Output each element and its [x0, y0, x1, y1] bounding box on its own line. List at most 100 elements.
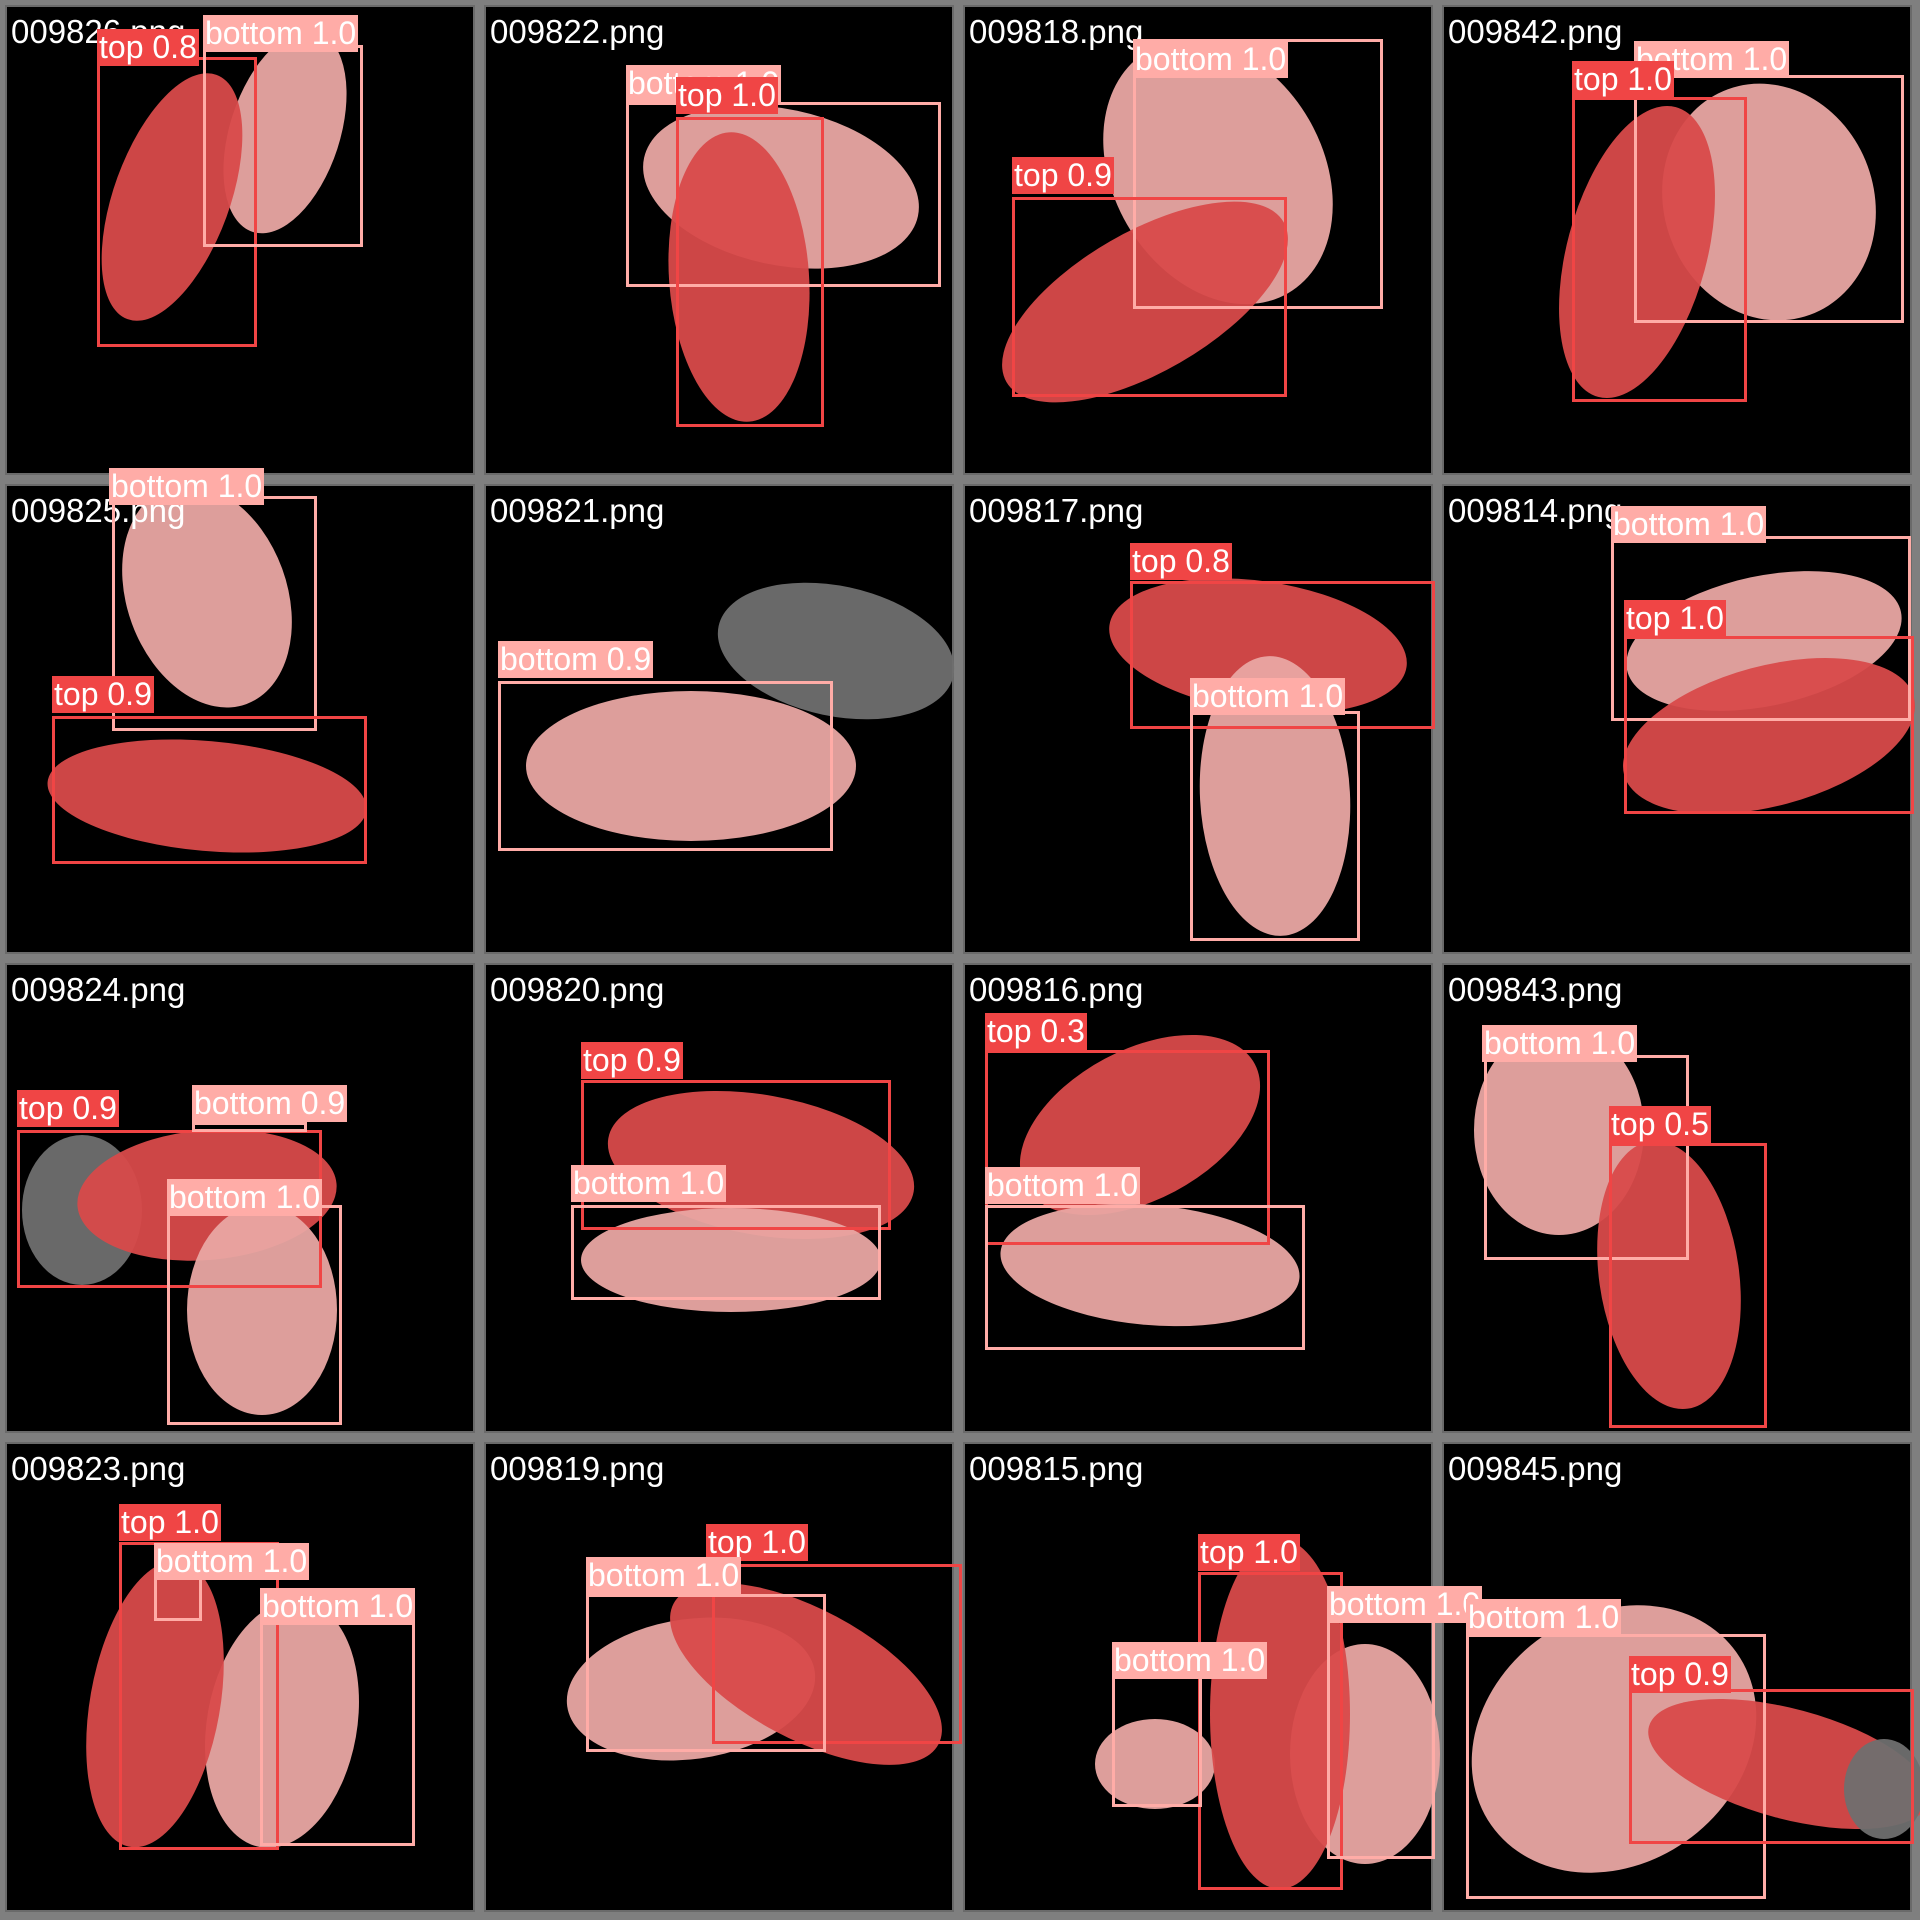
- bottom-detection-label: bottom 1.0: [167, 1179, 323, 1216]
- bottom-mouse-mask: [205, 1600, 359, 1848]
- bottom-bounding-box: [260, 1618, 415, 1846]
- bottom-bounding-box: [192, 1122, 307, 1132]
- top-detection-label: top 0.9: [52, 676, 154, 713]
- bottom-bounding-box: [167, 1205, 342, 1425]
- bottom-detection-label: bottom 1.0: [1611, 506, 1767, 543]
- top-mouse-mask: [47, 739, 367, 853]
- top-detection-label: top 0.8: [97, 29, 199, 66]
- bottom-bounding-box: [626, 102, 941, 287]
- segmentation-masks: [566, 1583, 942, 1765]
- image-tile: 009842.png bottom 1.0 top 1.0: [1442, 5, 1912, 475]
- top-bounding-box: [52, 716, 367, 864]
- top-bounding-box: [1609, 1143, 1767, 1428]
- segmentation-masks: [643, 105, 919, 422]
- image-tile: 009824.png top 0.9 bottom 0.9 bottom 1.0: [5, 963, 475, 1433]
- image-tile: 009821.png bottom 0.9: [484, 484, 955, 954]
- top-detection-label: top 0.9: [17, 1090, 119, 1127]
- image-tile: 009820.png top 0.9 bottom 1.0: [484, 963, 954, 1433]
- image-tile: 009825.png bottom 1.0 top 0.9: [5, 468, 475, 954]
- bottom-bounding-box: [203, 45, 363, 247]
- image-tile: 009843.png bottom 1.0 top 0.5: [1442, 963, 1912, 1433]
- top-detection-label: top 1.0: [119, 1504, 221, 1541]
- bottom-bounding-box: [586, 1594, 826, 1752]
- bottom-detection-label: bottom 1.0: [1466, 1599, 1622, 1636]
- top-detection-label: top 0.9: [1629, 1656, 1731, 1693]
- top-detection-label: top 1.0: [676, 77, 778, 114]
- bottom-detection-label: bottom 1.0: [109, 468, 265, 505]
- top-detection-label: top 0.3: [985, 1013, 1087, 1050]
- bottom-detection-label: bottom 0.9: [498, 641, 654, 678]
- top-mouse-mask: [101, 73, 243, 321]
- top-bounding-box: [1198, 1572, 1343, 1890]
- bottom-mouse-mask: [187, 1205, 337, 1415]
- top-detection-label: top 0.9: [1012, 157, 1114, 194]
- bottom-mouse-mask: [1000, 1203, 1300, 1327]
- bottom-detection-label: bottom 1.0: [1327, 1586, 1483, 1623]
- top-mouse-mask: [670, 1583, 942, 1765]
- top-mouse-mask: [1002, 201, 1288, 403]
- top-bounding-box: [1629, 1689, 1914, 1844]
- top-mouse-mask: [1622, 658, 1916, 814]
- bottom-mouse-mask: [122, 484, 292, 708]
- top-detection-label: top 0.9: [581, 1042, 683, 1079]
- bottom-detection-label: bottom 1.0: [1482, 1025, 1638, 1062]
- bottom-bounding-box: [571, 1205, 881, 1300]
- segmentation-masks: [581, 1090, 915, 1312]
- bottom-mouse-mask: [1095, 1719, 1215, 1809]
- top-bounding-box: [676, 117, 824, 427]
- bottom-detection-label: bottom 1.0: [1634, 41, 1790, 78]
- segmentation-masks: [526, 582, 955, 841]
- bottom-detection-label: bottom 1.0: [1190, 678, 1346, 715]
- bottom-mouse-mask: [1474, 1025, 1644, 1235]
- segmentation-masks: [1474, 1025, 1741, 1410]
- bottom-detection-label: bottom 1.0: [1112, 1642, 1268, 1679]
- image-tile: 009817.png top 0.8 bottom 1.0: [963, 484, 1435, 954]
- top-detection-label: top 0.8: [1130, 543, 1232, 580]
- bottom-bounding-box: [1112, 1672, 1202, 1807]
- top-detection-label: top 1.0: [1572, 61, 1674, 98]
- top-detection-label: top 0.5: [1609, 1106, 1711, 1143]
- bottom-bounding-box: [985, 1205, 1305, 1350]
- bottom-detection-label: bottom 1.0: [203, 15, 359, 52]
- top-mouse-mask: [668, 132, 810, 422]
- top-mouse-mask: [1597, 1140, 1741, 1410]
- unlabeled-mouse: [1844, 1739, 1920, 1839]
- image-tile: 009819.png top 1.0 bottom 1.0: [484, 1442, 962, 1912]
- bottom-detection-label: bottom 0.9: [192, 1085, 348, 1122]
- bottom-detection-label: bottom 1.0: [1133, 41, 1289, 78]
- top-mouse-mask: [607, 1090, 915, 1240]
- unlabeled-mouse: [717, 582, 955, 720]
- image-tile: 009818.png bottom 1.0 top 0.9: [963, 5, 1433, 475]
- image-tile: 009816.png top 0.3 bottom 1.0: [963, 963, 1433, 1433]
- bottom-detection-label: bottom 1.0: [260, 1588, 416, 1625]
- top-bounding-box: [712, 1564, 962, 1744]
- image-tile: 009814.png bottom 1.0 top 1.0: [1442, 484, 1916, 954]
- image-tile: 009823.png top 1.0 bottom 1.0 bottom 1.0: [5, 1442, 475, 1912]
- bottom-detection-label: bottom 1.0: [985, 1167, 1141, 1204]
- bottom-mouse-mask: [526, 691, 856, 841]
- top-detection-label: top 1.0: [1624, 600, 1726, 637]
- bottom-detection-label: bottom 1.0: [571, 1165, 727, 1202]
- bottom-bounding-box: [1133, 39, 1383, 309]
- bottom-detection-label: bottom 1.0: [154, 1543, 310, 1580]
- bottom-bounding-box: [1190, 711, 1360, 941]
- segmentation-masks: [47, 484, 367, 853]
- top-bounding-box: [985, 1050, 1270, 1245]
- top-bounding-box: [1130, 581, 1435, 729]
- top-detection-label: top 1.0: [706, 1524, 808, 1561]
- top-bounding-box: [1572, 97, 1747, 402]
- image-tile: 009845.png bottom 1.0 top 0.9: [1442, 1442, 1920, 1912]
- bottom-mouse-mask: [1662, 83, 1876, 321]
- bottom-mouse-mask: [581, 1208, 881, 1312]
- bottom-detection-label: bottom 1.0: [586, 1557, 742, 1594]
- segmentation-masks: [1559, 83, 1876, 399]
- top-detection-label: top 1.0: [1198, 1534, 1300, 1571]
- top-bounding-box: [1624, 636, 1914, 814]
- top-bounding-box: [581, 1080, 891, 1230]
- top-mouse-mask: [1559, 105, 1715, 399]
- top-bounding-box: [1012, 197, 1287, 397]
- top-mouse-mask: [1210, 1539, 1350, 1889]
